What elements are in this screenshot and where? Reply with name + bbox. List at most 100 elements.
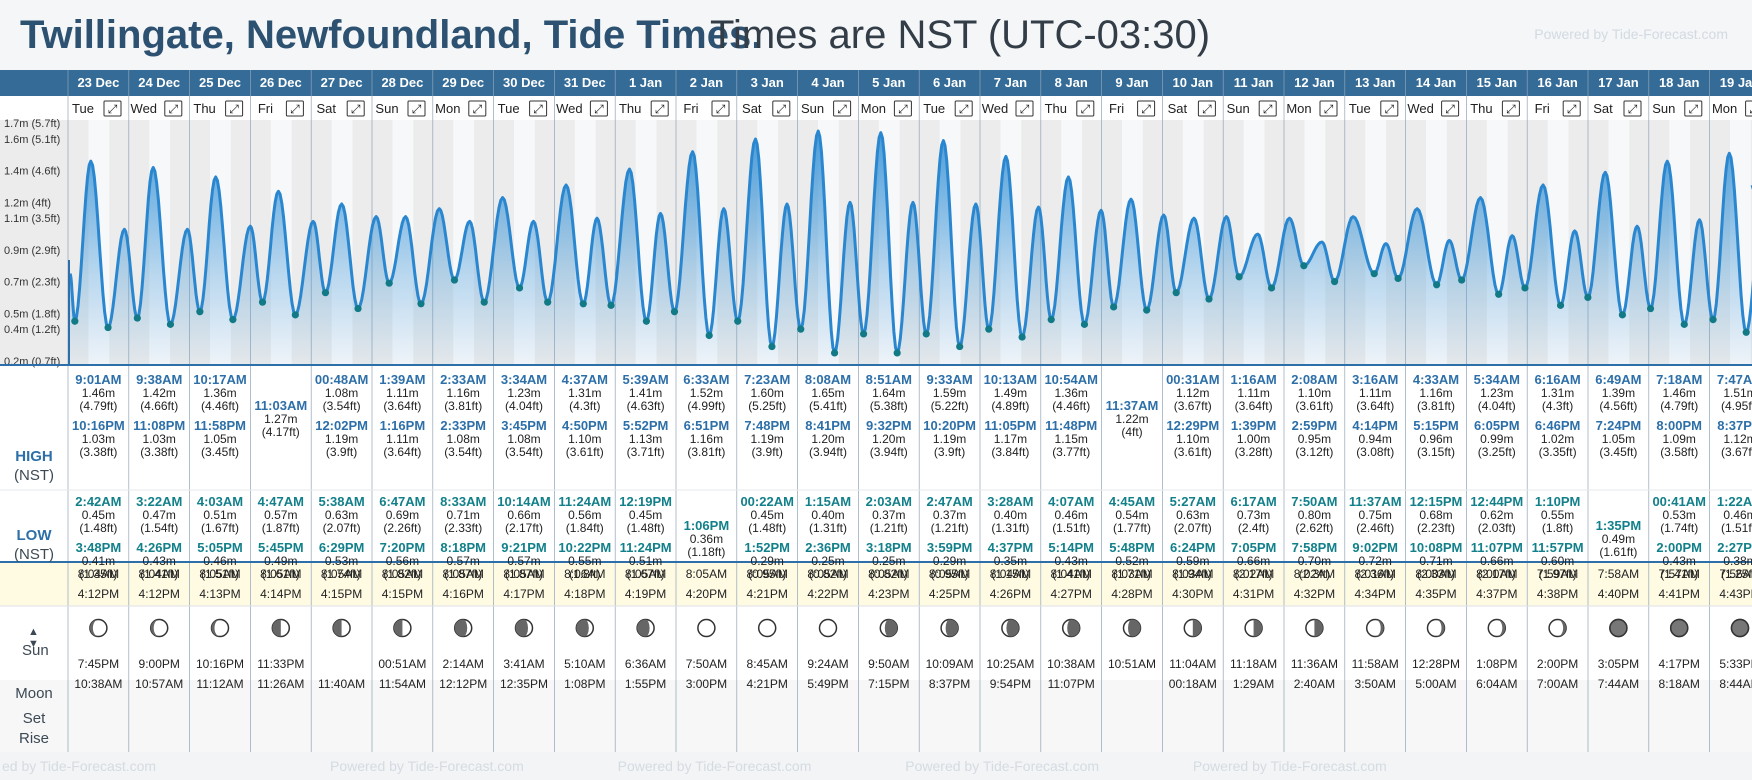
footer-powered-text[interactable]: Powered by Tide-Forecast.com <box>617 758 812 774</box>
expand-day-button[interactable] <box>1441 100 1460 117</box>
expand-day-button[interactable] <box>1745 100 1752 117</box>
high-tide-time: 11:03AM <box>254 398 307 413</box>
powered-by-link[interactable]: Powered by Tide-Forecast.com <box>1534 26 1728 42</box>
expand-icon[interactable]: ⤢ <box>1566 102 1577 116</box>
high-tide-time: 10:16PM <box>72 418 125 433</box>
high-tide-height-ft: (3.38ft) <box>140 445 178 459</box>
expand-day-button[interactable] <box>1623 100 1642 117</box>
expand-icon[interactable]: ⤢ <box>715 102 726 116</box>
expand-day-button[interactable] <box>346 100 365 117</box>
expand-day-button[interactable] <box>1197 100 1216 117</box>
high-tide-height-ft: (4.79ft) <box>79 399 117 413</box>
expand-icon[interactable]: ⤢ <box>958 102 969 116</box>
expand-day-button[interactable] <box>225 100 244 117</box>
expand-day-button[interactable] <box>529 100 548 117</box>
expand-day-button[interactable] <box>164 100 183 117</box>
expand-icon[interactable]: ⤢ <box>107 102 118 116</box>
expand-day-button[interactable] <box>772 100 791 117</box>
high-tide-height-m: 1.16m <box>1419 386 1452 400</box>
high-tide-height-ft: (3.54ft) <box>323 399 361 413</box>
expand-day-button[interactable] <box>833 100 852 117</box>
moon-phase-icon <box>271 618 291 638</box>
expand-icon[interactable]: ⤢ <box>350 102 361 116</box>
expand-icon[interactable]: ⤢ <box>167 102 178 116</box>
moon-phase-icon <box>1426 618 1446 638</box>
expand-icon[interactable]: ⤢ <box>1444 102 1455 116</box>
high-tide-height-ft: (4.99ft) <box>687 399 725 413</box>
expand-day-button[interactable] <box>650 100 669 117</box>
low-tide-point <box>642 317 651 325</box>
expand-day-button[interactable] <box>1684 100 1703 117</box>
expand-day-button[interactable] <box>711 100 730 117</box>
high-tide-height-ft: (4.89ft) <box>991 399 1029 413</box>
footer-powered-text[interactable]: Powered by Tide-Forecast.com <box>330 758 524 774</box>
weekday-label: Sat <box>1168 101 1188 116</box>
expand-icon[interactable]: ⤢ <box>1079 102 1090 116</box>
high-tide-time: 6:16AM <box>1534 372 1580 387</box>
expand-day-button[interactable] <box>1501 100 1520 117</box>
footer-powered-text[interactable]: Powered by Tide-Forecast.com <box>905 758 1100 774</box>
moon-shadow <box>1253 619 1263 637</box>
expand-day-button[interactable] <box>285 100 304 117</box>
expand-icon[interactable]: ⤢ <box>1748 102 1752 116</box>
expand-icon[interactable]: ⤢ <box>654 102 665 116</box>
expand-day-button[interactable] <box>589 100 608 117</box>
low-tide-height-m: 0.45m <box>82 508 115 522</box>
high-tide-height-ft: (4.46ft) <box>201 399 239 413</box>
expand-icon[interactable]: ⤢ <box>1262 102 1273 116</box>
expand-day-button[interactable] <box>1258 100 1277 117</box>
expand-day-button[interactable] <box>1137 100 1156 117</box>
high-tide-time: 11:37AM <box>1106 398 1159 413</box>
expand-icon[interactable]: ⤢ <box>897 102 908 116</box>
low-tide-height-ft: (1.18ft) <box>687 545 725 559</box>
footer-powered-text[interactable]: Powered by Tide-Forecast.com <box>1192 758 1387 774</box>
high-tide-height-m: 1.51m <box>1723 386 1752 400</box>
moon-phase-icon <box>1061 618 1081 638</box>
weekday-label: Tue <box>72 101 94 116</box>
low-tide-time: 10:08PM <box>1410 540 1463 555</box>
expand-icon[interactable]: ⤢ <box>532 102 543 116</box>
expand-icon[interactable]: ⤢ <box>1627 102 1638 116</box>
low-tide-height-ft: (1.35ft) <box>79 567 117 581</box>
sunrise-time: 8:00AM <box>1476 567 1517 581</box>
high-tide-height-ft: (3.58ft) <box>1660 445 1698 459</box>
low-tide-height-ft: (2.07ft) <box>323 521 361 535</box>
expand-icon[interactable]: ⤢ <box>593 102 604 116</box>
expand-day-button[interactable] <box>893 100 912 117</box>
expand-icon[interactable]: ⤢ <box>1505 102 1516 116</box>
expand-icon[interactable]: ⤢ <box>471 102 482 116</box>
high-tide-height-m: 1.03m <box>82 432 115 446</box>
expand-icon[interactable]: ⤢ <box>1687 102 1698 116</box>
expand-icon[interactable]: ⤢ <box>1323 102 1334 116</box>
expand-day-button[interactable] <box>1380 100 1399 117</box>
expand-day-button[interactable] <box>954 100 973 117</box>
expand-day-button[interactable] <box>103 100 122 117</box>
expand-icon[interactable]: ⤢ <box>411 102 422 116</box>
expand-day-button[interactable] <box>468 100 487 117</box>
expand-day-button[interactable] <box>1562 100 1581 117</box>
expand-icon[interactable]: ⤢ <box>775 102 786 116</box>
expand-icon[interactable]: ⤢ <box>289 102 300 116</box>
expand-icon[interactable]: ⤢ <box>1383 102 1394 116</box>
expand-icon[interactable]: ⤢ <box>228 102 239 116</box>
low-tide-time: 10:14AM <box>497 494 550 509</box>
high-tide-height-m: 1.00m <box>1237 432 1270 446</box>
low-tide-height-m: 0.40m <box>994 508 1027 522</box>
high-tide-time: 00:48AM <box>315 372 368 387</box>
expand-icon[interactable]: ⤢ <box>1019 102 1030 116</box>
expand-day-button[interactable] <box>1076 100 1095 117</box>
moon-shadow <box>637 619 650 637</box>
weekday-label: Mon <box>861 101 886 116</box>
expand-day-button[interactable] <box>407 100 426 117</box>
low-tide-height-ft: (1.8ft) <box>1542 521 1573 535</box>
moon-set-time: 2:00PM <box>1537 657 1578 671</box>
low-tide-height-ft: (2.17ft) <box>1235 567 1273 581</box>
expand-icon[interactable]: ⤢ <box>836 102 847 116</box>
y-tick-label: 1.1m (3.5ft) <box>4 213 60 225</box>
expand-icon[interactable]: ⤢ <box>1140 102 1151 116</box>
expand-day-button[interactable] <box>1319 100 1338 117</box>
low-tide-time: 7:58PM <box>1292 540 1338 555</box>
low-tide-height-ft: (2.23ft) <box>1417 521 1455 535</box>
expand-icon[interactable]: ⤢ <box>1201 102 1212 116</box>
expand-day-button[interactable] <box>1015 100 1034 117</box>
